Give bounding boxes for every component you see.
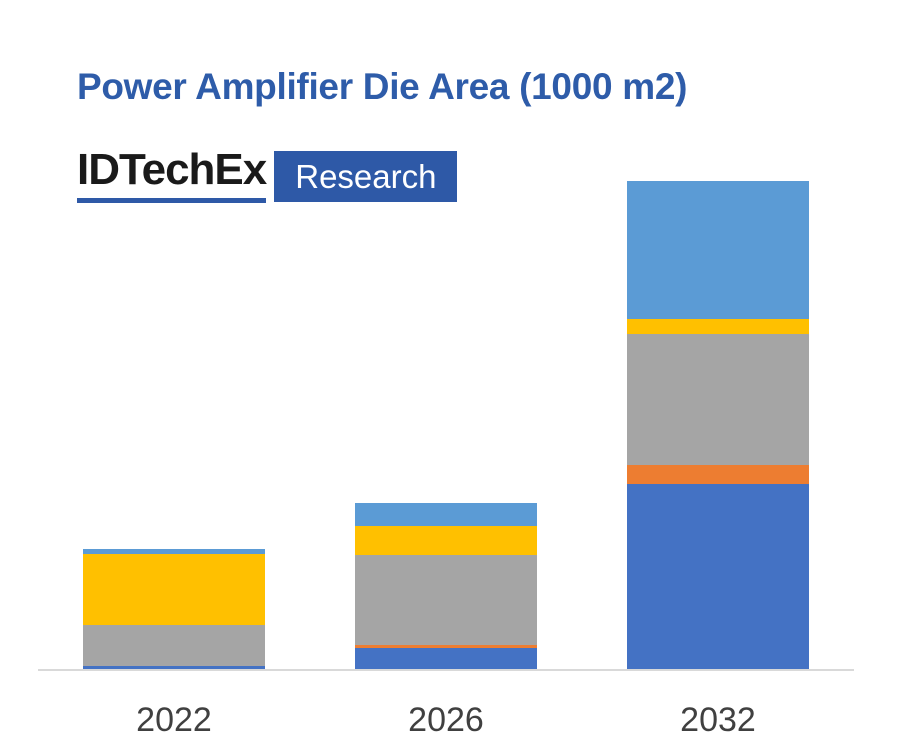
logo-underline [77,198,267,203]
x-axis-label-2032: 2032 [680,701,756,739]
bar-segment-light-blue-2026 [355,503,537,526]
bar-segment-orange-2026 [355,645,537,648]
stacked-bar-2032 [627,181,809,670]
bar-segment-dark-blue-2032 [627,484,809,670]
bar-segment-yellow-2026 [355,526,537,555]
bar-segment-orange-2032 [627,465,809,484]
bar-segment-light-blue-2032 [627,181,809,319]
bar-segment-dark-blue-2026 [355,648,537,670]
stacked-bar-2026 [355,503,537,670]
x-axis-label-2026: 2026 [408,701,484,739]
bar-segment-dark-blue-2022 [83,666,265,670]
bar-column-2032 [582,170,854,670]
bar-segment-yellow-2022 [83,554,265,625]
bar-column-2026 [310,170,582,670]
bar-segment-gray-2026 [355,555,537,645]
logo-research-box: Research [274,151,458,202]
x-axis-line [38,669,854,671]
logo-research-text: Research [295,157,437,195]
plot-area [38,170,854,670]
bar-segment-gray-2032 [627,334,809,465]
stacked-bar-2022 [83,549,265,670]
x-axis-label-2022: 2022 [136,701,212,739]
x-axis-labels: 2022 2026 2032 [38,701,854,740]
logo-brand-text: IDTechEx [77,145,267,194]
bar-segment-yellow-2032 [627,319,809,334]
bar-segment-gray-2022 [83,625,265,666]
chart-title: Power Amplifier Die Area (1000 m2) [77,66,688,107]
bar-column-2022 [38,170,310,670]
idtechex-logo: IDTechEx Research [77,145,458,203]
logo-brand-block: IDTechEx [77,145,267,203]
bar-segment-light-blue-2022 [83,549,265,554]
